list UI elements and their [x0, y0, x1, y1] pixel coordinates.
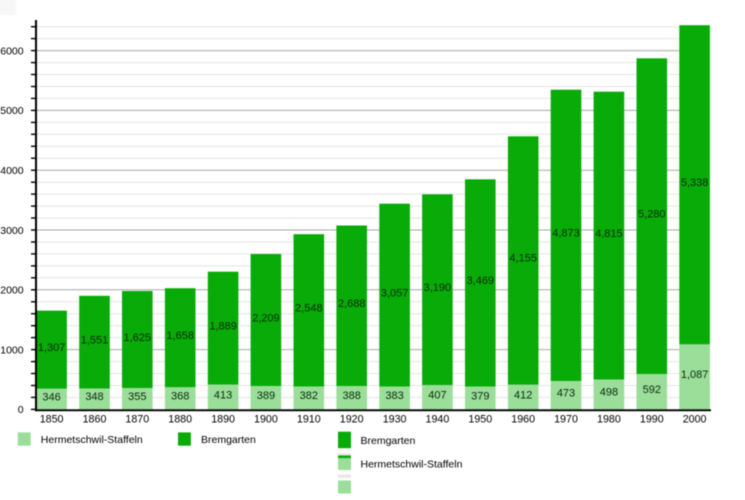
svg-text:368: 368 [171, 391, 189, 403]
svg-text:1,551: 1,551 [81, 334, 109, 346]
svg-text:0: 0 [18, 404, 24, 416]
svg-text:1890: 1890 [211, 413, 235, 425]
svg-text:383: 383 [385, 390, 403, 402]
svg-text:3,190: 3,190 [424, 282, 452, 294]
svg-text:Bremgarten: Bremgarten [361, 435, 416, 447]
svg-text:473: 473 [557, 388, 575, 400]
svg-text:4,873: 4,873 [552, 228, 580, 240]
svg-text:Hermetschwil-Staffeln: Hermetschwil-Staffeln [361, 458, 463, 470]
svg-text:346: 346 [42, 391, 60, 403]
svg-text:1860: 1860 [83, 413, 107, 425]
svg-text:4000: 4000 [0, 165, 24, 177]
svg-text:1950: 1950 [468, 413, 492, 425]
svg-text:592: 592 [643, 384, 661, 396]
svg-text:4,815: 4,815 [595, 228, 623, 240]
svg-text:348: 348 [85, 391, 103, 403]
svg-text:3,469: 3,469 [467, 275, 495, 287]
svg-text:1990: 1990 [640, 413, 664, 425]
svg-text:388: 388 [343, 390, 361, 402]
svg-text:498: 498 [600, 387, 618, 399]
svg-text:412: 412 [514, 389, 532, 401]
svg-text:6000: 6000 [0, 45, 24, 57]
svg-text:1850: 1850 [40, 413, 64, 425]
svg-text:1,625: 1,625 [124, 332, 152, 344]
svg-text:2,548: 2,548 [295, 303, 323, 315]
svg-text:1900: 1900 [254, 413, 278, 425]
svg-text:2,688: 2,688 [338, 298, 366, 310]
svg-text:1,087: 1,087 [681, 369, 709, 381]
svg-text:1880: 1880 [168, 413, 192, 425]
svg-text:413: 413 [214, 389, 232, 401]
svg-text:379: 379 [471, 390, 489, 402]
svg-text:1980: 1980 [597, 413, 621, 425]
svg-text:382: 382 [300, 390, 318, 402]
svg-text:1000: 1000 [0, 344, 24, 356]
svg-text:2000: 2000 [0, 285, 24, 297]
svg-text:389: 389 [257, 390, 275, 402]
svg-text:5,280: 5,280 [638, 208, 666, 220]
svg-text:1930: 1930 [383, 413, 407, 425]
svg-text:355: 355 [128, 391, 146, 403]
svg-text:Bremgarten: Bremgarten [201, 434, 256, 446]
svg-text:Hermetschwil-Staffeln: Hermetschwil-Staffeln [41, 434, 143, 446]
svg-text:5,338: 5,338 [681, 177, 709, 189]
svg-text:2000: 2000 [683, 413, 707, 425]
svg-text:1970: 1970 [554, 413, 578, 425]
svg-text:1910: 1910 [297, 413, 321, 425]
svg-text:5000: 5000 [0, 105, 24, 117]
svg-text:407: 407 [428, 389, 446, 401]
svg-text:1960: 1960 [511, 413, 535, 425]
svg-text:3000: 3000 [0, 225, 24, 237]
svg-text:4,155: 4,155 [509, 253, 537, 265]
svg-text:1870: 1870 [125, 413, 149, 425]
svg-text:3,057: 3,057 [381, 287, 409, 299]
svg-text:1,307: 1,307 [38, 342, 66, 354]
svg-text:1940: 1940 [426, 413, 450, 425]
svg-text:1920: 1920 [340, 413, 364, 425]
svg-text:2,209: 2,209 [252, 312, 280, 324]
svg-text:1,658: 1,658 [166, 330, 194, 342]
svg-text:1,889: 1,889 [209, 320, 237, 332]
